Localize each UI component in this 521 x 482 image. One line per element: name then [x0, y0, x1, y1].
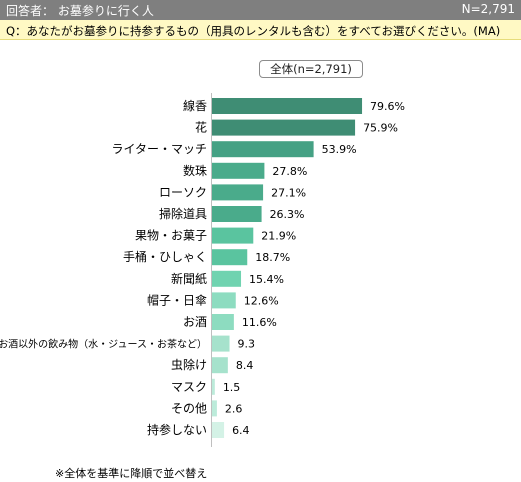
value-label-11: 9.3: [238, 338, 256, 351]
value-label-10: 11.6%: [242, 316, 277, 329]
category-label-13: マスク: [171, 380, 207, 394]
value-label-0: 79.6%: [370, 100, 405, 113]
value-label-15: 6.4: [232, 424, 250, 437]
category-label-7: 手桶・ひしゃく: [123, 249, 207, 264]
bar-12: [212, 357, 228, 374]
category-label-3: 数珠: [183, 163, 207, 178]
bar-14: [212, 400, 217, 417]
value-label-13: 1.5: [223, 381, 241, 394]
footnote: ※全体を基準に降順で並べ替え: [55, 467, 208, 480]
category-label-9: 帽子・日傘: [147, 292, 207, 307]
category-label-14: その他: [171, 401, 207, 415]
value-label-1: 75.9%: [363, 122, 398, 135]
category-label-6: 果物・お菓子: [135, 229, 207, 243]
category-label-2: ライター・マッチ: [111, 142, 207, 156]
bar-13: [212, 378, 215, 395]
category-label-0: 線香: [183, 98, 207, 113]
value-label-12: 8.4: [236, 359, 254, 372]
category-label-15: 持参しない: [147, 422, 207, 437]
bar-7: [212, 249, 248, 266]
bar-6: [212, 227, 254, 244]
question-text: Q：あなたがお墓参りに持参するもの（用具のレンタルも含む）をすべてお選びください…: [6, 24, 501, 38]
category-label-5: 掃除道具: [159, 206, 207, 221]
value-label-5: 26.3%: [270, 208, 305, 221]
bar-9: [212, 292, 236, 309]
sample-size: N=2,791: [461, 2, 515, 16]
category-label-12: 虫除け: [171, 357, 207, 372]
value-label-14: 2.6: [225, 402, 243, 415]
category-label-11: お酒以外の飲み物（水・ジュース・お茶など）: [0, 338, 207, 351]
value-label-9: 12.6%: [244, 294, 279, 307]
bar-3: [212, 162, 265, 179]
value-label-8: 15.4%: [249, 273, 284, 286]
bar-8: [212, 270, 242, 287]
legend-series-label: 全体(n=2,791): [259, 60, 363, 78]
value-label-6: 21.9%: [261, 230, 296, 243]
bar-11: [212, 335, 230, 352]
bar-2: [212, 141, 314, 158]
bar-10: [212, 314, 234, 330]
value-label-2: 53.9%: [322, 143, 357, 156]
category-label-4: ローソク: [159, 185, 207, 199]
bar-4: [212, 184, 264, 201]
value-label-4: 27.1%: [271, 186, 306, 199]
question-banner: Q：あなたがお墓参りに持参するもの（用具のレンタルも含む）をすべてお選びください…: [0, 20, 521, 40]
category-label-8: 新聞紙: [171, 271, 207, 286]
bar-15: [212, 422, 225, 438]
bar-5: [212, 206, 262, 222]
value-label-3: 27.8%: [272, 165, 307, 178]
bar-0: [212, 98, 363, 114]
value-label-7: 18.7%: [255, 251, 290, 264]
respondent-label: 回答者： お墓参りに行く人: [6, 4, 154, 18]
bar-1: [212, 119, 356, 136]
respondent-header: 回答者： お墓参りに行く人 N=2,791: [0, 0, 521, 20]
category-label-1: 花: [195, 120, 207, 135]
category-label-10: お酒: [183, 315, 207, 329]
